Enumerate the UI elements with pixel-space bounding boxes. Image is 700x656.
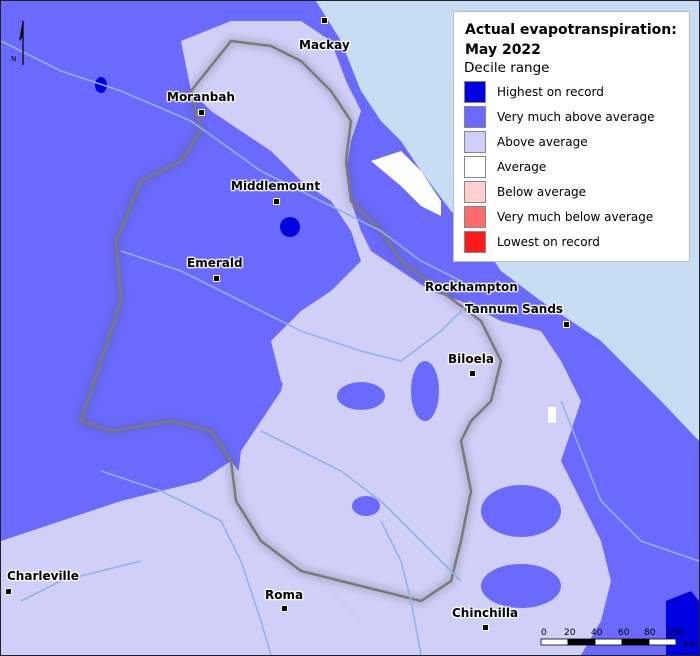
town-label-biloela: Biloela <box>448 352 494 366</box>
town-label-mackay: Mackay <box>299 38 350 52</box>
town-label-emerald: Emerald <box>187 256 243 270</box>
legend-title: Actual evapotranspiration: May 2022 <box>465 22 677 58</box>
scale-seg-3 <box>594 638 623 646</box>
scale-unit: km <box>683 640 697 650</box>
patch-highest-2 <box>280 217 300 237</box>
scale-tick-20: 20 <box>564 628 576 638</box>
town-dot-roma <box>281 605 288 612</box>
north-arrow-label: N <box>11 55 16 63</box>
river-4 <box>100 470 272 655</box>
river-6 <box>560 400 699 562</box>
scale-tick-80: 80 <box>644 628 656 638</box>
patch-average-1 <box>371 151 441 216</box>
town-label-rockhampton: Rockhampton <box>425 280 518 294</box>
legend-swatch-above <box>464 131 486 153</box>
legend-label-above: Above average <box>497 135 588 149</box>
town-label-chinchilla: Chinchilla <box>452 606 519 620</box>
town-label-moranbah: Moranbah <box>167 90 235 104</box>
legend-label-very-much-above: Very much above average <box>497 110 655 124</box>
town-dot-tannum-sands <box>563 321 570 328</box>
town-dot-mackay <box>321 17 328 24</box>
scale-bar: 0 20 40 60 80 100 km <box>537 625 697 653</box>
legend-label-very-much-below: Very much below average <box>497 210 654 224</box>
scale-seg-1 <box>540 638 569 646</box>
town-label-roma: Roma <box>265 588 304 602</box>
legend-subtitle: Decile range <box>464 60 550 76</box>
river-5 <box>380 520 422 655</box>
scale-tick-40: 40 <box>591 628 603 638</box>
patch-vma-5 <box>481 564 561 608</box>
region-above-central <box>271 281 421 441</box>
town-label-tannum-sands: Tannum Sands <box>465 302 564 316</box>
legend-item-very-much-above: Very much above average <box>464 106 686 130</box>
legend-item-lowest: Lowest on record <box>464 231 686 255</box>
town-dot-middlemount <box>273 198 280 205</box>
town-dot-moranbah <box>198 109 205 116</box>
legend-item-very-much-below: Very much below average <box>464 206 686 230</box>
river-network <box>1 40 699 655</box>
legend-label-highest: Highest on record <box>497 85 604 99</box>
patch-average-2 <box>548 407 556 423</box>
north-arrow: N <box>9 17 29 67</box>
legend-swatch-highest <box>464 81 486 103</box>
town-dot-chinchilla <box>482 624 489 631</box>
patch-vma-1 <box>411 361 439 421</box>
scale-seg-2 <box>567 638 596 646</box>
town-dot-emerald <box>213 275 220 282</box>
basin-boundary <box>79 39 503 603</box>
patch-vma-2 <box>337 382 385 410</box>
legend-item-average: Average <box>464 156 686 180</box>
legend-swatch-lowest <box>464 231 486 253</box>
legend-item-above: Above average <box>464 131 686 155</box>
scale-seg-4 <box>621 638 650 646</box>
town-dot-charleville <box>5 588 12 595</box>
region-above-south <box>1 461 421 655</box>
legend-swatch-below <box>464 181 486 203</box>
legend-swatch-very-much-above <box>464 106 486 128</box>
legend-label-average: Average <box>497 160 547 174</box>
legend-swatch-average <box>464 156 486 178</box>
river-2 <box>120 250 472 362</box>
patch-vma-3 <box>352 496 380 516</box>
scale-seg-5 <box>648 638 677 646</box>
river-7 <box>20 560 142 602</box>
legend-item-highest: Highest on record <box>464 81 686 105</box>
legend-label-lowest: Lowest on record <box>497 235 600 249</box>
town-dot-biloela <box>469 370 476 377</box>
town-label-charleville: Charleville <box>7 569 79 583</box>
scale-tick-100: 100 <box>667 628 684 638</box>
river-3 <box>260 430 462 582</box>
north-arrow-head <box>19 19 23 41</box>
patch-vma-4 <box>481 485 561 537</box>
town-label-middlemount: Middlemount <box>231 179 321 193</box>
legend-swatch-very-much-below <box>464 206 486 228</box>
river-1 <box>1 40 462 282</box>
scale-tick-0: 0 <box>541 628 547 638</box>
scale-tick-60: 60 <box>618 628 630 638</box>
legend-label-below: Below average <box>497 185 587 199</box>
legend-item-below: Below average <box>464 181 686 205</box>
legend: Actual evapotranspiration: May 2022 Deci… <box>453 11 690 262</box>
